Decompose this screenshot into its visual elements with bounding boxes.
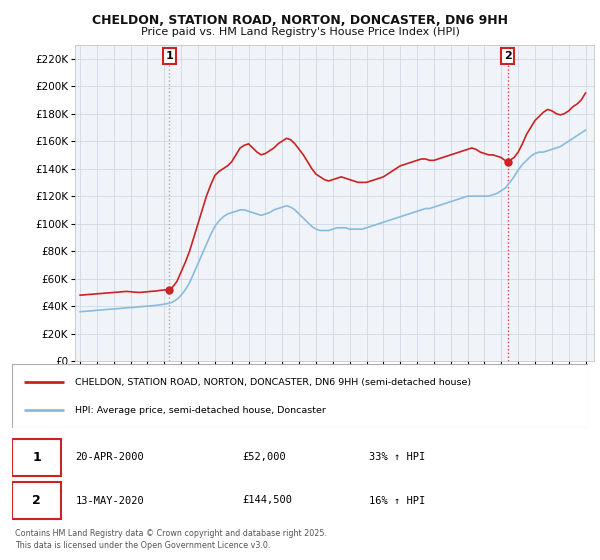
Text: 13-MAY-2020: 13-MAY-2020 <box>76 496 144 506</box>
Text: Contains HM Land Registry data © Crown copyright and database right 2025.
This d: Contains HM Land Registry data © Crown c… <box>15 529 327 550</box>
Text: 2: 2 <box>503 51 511 61</box>
Text: £144,500: £144,500 <box>242 496 292 506</box>
Text: 1: 1 <box>32 451 41 464</box>
Text: 33% ↑ HPI: 33% ↑ HPI <box>369 452 425 462</box>
Text: £52,000: £52,000 <box>242 452 286 462</box>
FancyBboxPatch shape <box>12 438 61 475</box>
Text: Price paid vs. HM Land Registry's House Price Index (HPI): Price paid vs. HM Land Registry's House … <box>140 27 460 37</box>
Text: 16% ↑ HPI: 16% ↑ HPI <box>369 496 425 506</box>
FancyBboxPatch shape <box>12 364 588 428</box>
Text: 20-APR-2000: 20-APR-2000 <box>76 452 144 462</box>
Text: 2: 2 <box>32 494 41 507</box>
Text: CHELDON, STATION ROAD, NORTON, DONCASTER, DN6 9HH: CHELDON, STATION ROAD, NORTON, DONCASTER… <box>92 14 508 27</box>
FancyBboxPatch shape <box>12 482 61 519</box>
Text: 1: 1 <box>166 51 173 61</box>
Text: CHELDON, STATION ROAD, NORTON, DONCASTER, DN6 9HH (semi-detached house): CHELDON, STATION ROAD, NORTON, DONCASTER… <box>76 377 472 386</box>
Text: HPI: Average price, semi-detached house, Doncaster: HPI: Average price, semi-detached house,… <box>76 406 326 415</box>
